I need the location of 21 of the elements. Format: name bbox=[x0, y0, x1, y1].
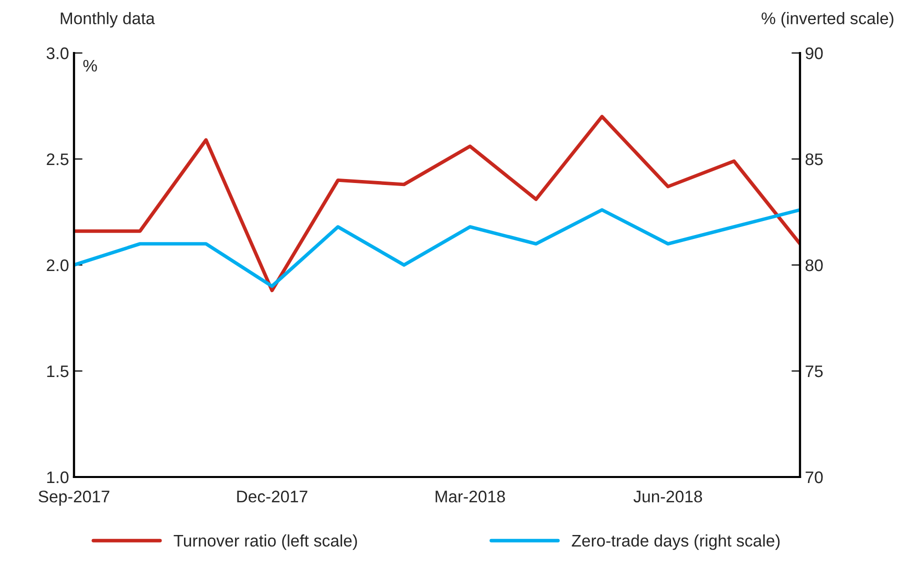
y-tick-label: 1.0 bbox=[47, 471, 68, 484]
line-series bbox=[74, 114, 800, 292]
y-tick-label: 3.0 bbox=[46, 47, 68, 60]
y-tick-label: 2.0 bbox=[46, 259, 68, 272]
legend-label: Turnover ratio (left scale) bbox=[174, 534, 357, 550]
y2-tick-label: 85 bbox=[806, 153, 823, 166]
x-tick-label: Sep-2017 bbox=[38, 490, 110, 506]
x-tick-label: Mar-2018 bbox=[436, 490, 505, 502]
line-series bbox=[74, 208, 800, 288]
x-tick-label: Dec-2017 bbox=[237, 490, 308, 502]
y2-tick-label: 75 bbox=[806, 366, 823, 378]
annotation: % bbox=[83, 60, 97, 72]
y-tick-label: 1.5 bbox=[47, 366, 68, 378]
y2-tick-label: 90 bbox=[806, 47, 823, 60]
y-tick-label: 2.5 bbox=[46, 153, 68, 166]
y2-tick-label: 70 bbox=[806, 471, 823, 484]
legend-label: Zero-trade days (right scale) bbox=[572, 534, 780, 550]
x-tick-label: Jun-2018 bbox=[634, 490, 702, 502]
y-axis-title: Monthly data bbox=[60, 12, 155, 28]
y2-axis-title: % (inverted scale) bbox=[762, 12, 894, 28]
y2-tick-label: 80 bbox=[806, 259, 823, 272]
